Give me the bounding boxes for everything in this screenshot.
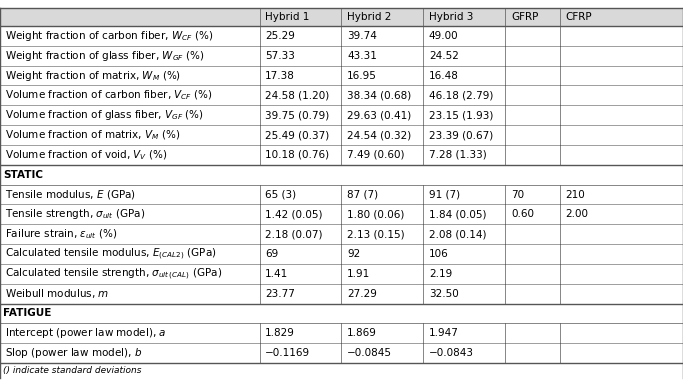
Text: 27.29: 27.29 xyxy=(347,289,377,299)
Text: 46.18 (2.79): 46.18 (2.79) xyxy=(429,90,493,100)
Text: 7.49 (0.60): 7.49 (0.60) xyxy=(347,150,404,160)
Text: 38.34 (0.68): 38.34 (0.68) xyxy=(347,90,411,100)
Text: −0.0843: −0.0843 xyxy=(429,348,474,358)
Text: 2.00: 2.00 xyxy=(566,209,589,219)
Text: 39.74: 39.74 xyxy=(347,31,377,41)
Text: 49.00: 49.00 xyxy=(429,31,458,41)
Text: 16.48: 16.48 xyxy=(429,71,459,81)
Text: 23.39 (0.67): 23.39 (0.67) xyxy=(429,130,493,140)
Text: Intercept (power law model), $a$: Intercept (power law model), $a$ xyxy=(5,326,167,340)
Text: 32.50: 32.50 xyxy=(429,289,459,299)
Text: CFRP: CFRP xyxy=(566,12,592,22)
Text: −0.1169: −0.1169 xyxy=(265,348,310,358)
Text: Hybrid 2: Hybrid 2 xyxy=(347,12,391,22)
Text: 24.54 (0.32): 24.54 (0.32) xyxy=(347,130,411,140)
Text: Hybrid 3: Hybrid 3 xyxy=(429,12,473,22)
Text: 29.63 (0.41): 29.63 (0.41) xyxy=(347,110,411,120)
Text: Tensile modulus, $E$ (GPa): Tensile modulus, $E$ (GPa) xyxy=(5,188,137,201)
Text: 2.18 (0.07): 2.18 (0.07) xyxy=(265,229,322,239)
Text: 7.28 (1.33): 7.28 (1.33) xyxy=(429,150,487,160)
Text: 87 (7): 87 (7) xyxy=(347,190,378,200)
Text: 25.29: 25.29 xyxy=(265,31,295,41)
Text: 23.15 (1.93): 23.15 (1.93) xyxy=(429,110,493,120)
Bar xyxy=(0,8,683,26)
Text: 1.80 (0.06): 1.80 (0.06) xyxy=(347,209,404,219)
Text: 210: 210 xyxy=(566,190,585,200)
Text: Tensile strength, $\sigma_{ult}$ (GPa): Tensile strength, $\sigma_{ult}$ (GPa) xyxy=(5,207,145,221)
Text: Volume fraction of void, $V_V$ (%): Volume fraction of void, $V_V$ (%) xyxy=(5,148,168,162)
Text: 2.08 (0.14): 2.08 (0.14) xyxy=(429,229,486,239)
Text: 1.947: 1.947 xyxy=(429,328,459,338)
Text: 1.869: 1.869 xyxy=(347,328,377,338)
Text: −0.0845: −0.0845 xyxy=(347,348,392,358)
Text: 1.42 (0.05): 1.42 (0.05) xyxy=(265,209,322,219)
Text: Weight fraction of carbon fiber, $W_{CF}$ (%): Weight fraction of carbon fiber, $W_{CF}… xyxy=(5,29,214,43)
Text: 2.13 (0.15): 2.13 (0.15) xyxy=(347,229,404,239)
Text: GFRP: GFRP xyxy=(511,12,538,22)
Text: 1.41: 1.41 xyxy=(265,269,288,279)
Text: Volume fraction of glass fiber, $V_{GF}$ (%): Volume fraction of glass fiber, $V_{GF}$… xyxy=(5,108,204,122)
Text: 17.38: 17.38 xyxy=(265,71,295,81)
Text: 1.91: 1.91 xyxy=(347,269,370,279)
Text: 1.84 (0.05): 1.84 (0.05) xyxy=(429,209,486,219)
Text: 70: 70 xyxy=(511,190,524,200)
Text: Weight fraction of matrix, $W_M$ (%): Weight fraction of matrix, $W_M$ (%) xyxy=(5,69,182,83)
Text: 92: 92 xyxy=(347,249,360,259)
Text: 24.52: 24.52 xyxy=(429,51,459,61)
Text: 23.77: 23.77 xyxy=(265,289,295,299)
Text: 25.49 (0.37): 25.49 (0.37) xyxy=(265,130,329,140)
Text: Volume fraction of carbon fiber, $V_{CF}$ (%): Volume fraction of carbon fiber, $V_{CF}… xyxy=(5,89,213,102)
Text: 65 (3): 65 (3) xyxy=(265,190,296,200)
Text: STATIC: STATIC xyxy=(3,170,44,180)
Text: 10.18 (0.76): 10.18 (0.76) xyxy=(265,150,329,160)
Text: Weibull modulus, $m$: Weibull modulus, $m$ xyxy=(5,287,110,300)
Text: 39.75 (0.79): 39.75 (0.79) xyxy=(265,110,329,120)
Text: () indicate standard deviations: () indicate standard deviations xyxy=(3,366,142,375)
Text: Weight fraction of glass fiber, $W_{GF}$ (%): Weight fraction of glass fiber, $W_{GF}$… xyxy=(5,49,205,63)
Text: 1.829: 1.829 xyxy=(265,328,295,338)
Text: 91 (7): 91 (7) xyxy=(429,190,460,200)
Text: Hybrid 1: Hybrid 1 xyxy=(265,12,309,22)
Text: 57.33: 57.33 xyxy=(265,51,295,61)
Text: 24.58 (1.20): 24.58 (1.20) xyxy=(265,90,329,100)
Text: 69: 69 xyxy=(265,249,278,259)
Text: 106: 106 xyxy=(429,249,449,259)
Text: Volume fraction of matrix, $V_M$ (%): Volume fraction of matrix, $V_M$ (%) xyxy=(5,128,181,142)
Text: Calculated tensile modulus, $E_{(CAL2)}$ (GPa): Calculated tensile modulus, $E_{(CAL2)}$… xyxy=(5,246,217,262)
Text: 0.60: 0.60 xyxy=(511,209,534,219)
Text: FATIGUE: FATIGUE xyxy=(3,308,52,318)
Text: Slop (power law model), $b$: Slop (power law model), $b$ xyxy=(5,346,143,360)
Text: 43.31: 43.31 xyxy=(347,51,377,61)
Text: 16.95: 16.95 xyxy=(347,71,377,81)
Text: Failure strain, $\varepsilon_{ult}$ (%): Failure strain, $\varepsilon_{ult}$ (%) xyxy=(5,227,118,241)
Text: 2.19: 2.19 xyxy=(429,269,452,279)
Text: Calculated tensile strength, $\sigma_{ult\,(CAL)}$ (GPa): Calculated tensile strength, $\sigma_{ul… xyxy=(5,266,223,281)
